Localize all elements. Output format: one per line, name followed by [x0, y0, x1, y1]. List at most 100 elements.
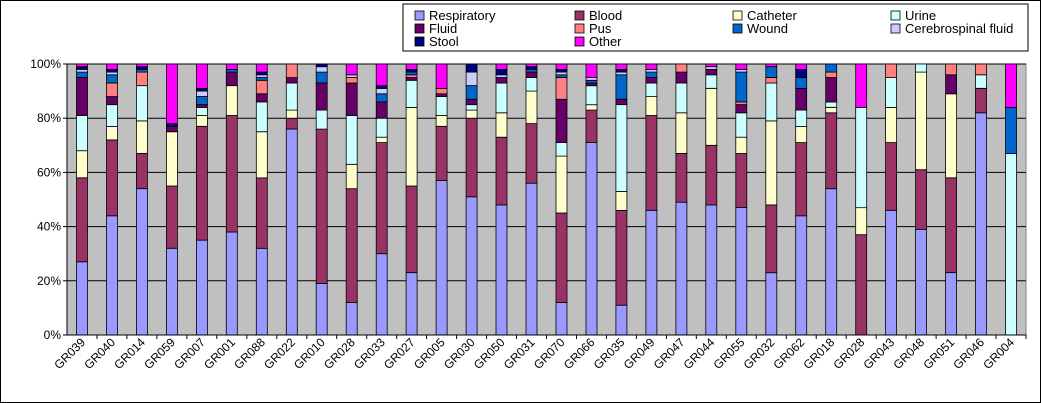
y-tick-label: 40%: [37, 220, 61, 234]
x-tick-label: GR031: [501, 335, 538, 372]
bar-segment-urine: [645, 82, 658, 98]
bar-segment-blood: [405, 185, 418, 273]
bar-segment-respiratory: [345, 302, 358, 336]
x-tick-label: GR004: [980, 335, 1017, 372]
bar-segment-cerebrospinal-fluid: [735, 69, 748, 73]
bar-segment-stool: [135, 66, 148, 70]
legend-label: Respiratory: [429, 8, 496, 23]
bar-segment-blood: [645, 115, 658, 211]
bar-segment-catheter: [735, 136, 748, 154]
bar-segment-respiratory: [555, 302, 568, 336]
bar-segment-urine: [106, 104, 118, 127]
bar-segment-cerebrospinal-fluid: [375, 88, 388, 95]
bar-segment-wound: [76, 71, 88, 78]
bar-segment-stool: [315, 63, 328, 68]
x-tick-label: GR001: [201, 335, 238, 372]
bar-segment-wound: [525, 69, 538, 73]
legend-item-cerebrospinal-fluid: Cerebrospinal fluid: [890, 21, 1013, 36]
bar-segment-respiratory: [76, 261, 88, 336]
bar-stack-gr018: [825, 63, 838, 336]
x-tick-label: GR028: [321, 335, 358, 372]
bar-segment-respiratory: [765, 272, 778, 336]
bar-segment-other: [795, 63, 808, 70]
bar-segment-catheter: [555, 155, 568, 214]
bar-segment-stool: [555, 69, 568, 73]
bar-segment-other: [405, 63, 418, 70]
bar-segment-stool: [405, 69, 418, 73]
bar-segment-catheter: [345, 163, 358, 190]
bar-segment-blood: [825, 112, 838, 190]
bar-segment-respiratory: [255, 247, 268, 336]
bar-segment-respiratory: [705, 204, 718, 336]
bar-segment-pus: [555, 77, 568, 100]
legend-item-pus: Pus: [574, 21, 612, 36]
bar-segment-pus: [135, 71, 148, 86]
bar-segment-other: [76, 63, 88, 68]
bar-segment-blood: [465, 117, 478, 198]
bar-segment-respiratory: [525, 182, 538, 336]
bar-segment-blood: [735, 152, 748, 208]
bar-segment-blood: [945, 177, 957, 274]
legend-swatch: [732, 23, 743, 34]
bar-segment-other: [165, 63, 178, 124]
bar-segment-catheter: [855, 207, 868, 236]
legend-swatch: [574, 10, 585, 21]
bar-segment-urine: [435, 96, 448, 116]
bar-segment-blood: [855, 234, 868, 336]
bar-segment-cerebrospinal-fluid: [585, 77, 598, 81]
bar-segment-blood: [435, 125, 448, 181]
legend-label: Pus: [589, 21, 612, 36]
bar-segment-catheter: [405, 107, 418, 187]
bar-segment-catheter: [885, 107, 897, 144]
bar-segment-blood: [345, 188, 358, 303]
bar-segment-other: [705, 63, 718, 68]
bar-segment-blood: [375, 142, 388, 255]
bar-stack-gr007: [195, 63, 208, 336]
x-tick-label: GR030: [441, 335, 478, 372]
bar-segment-respiratory: [885, 209, 897, 336]
bar-stack-gr055: [735, 63, 748, 336]
x-tick-label: GR040: [81, 335, 118, 372]
legend-item-catheter: Catheter: [732, 8, 798, 23]
bar-segment-other: [525, 63, 538, 68]
bar-segment-urine: [525, 77, 538, 92]
bar-segment-blood: [795, 142, 808, 217]
bar-segment-cerebrospinal-fluid: [106, 71, 118, 76]
bar-segment-pus: [885, 63, 897, 79]
bar-segment-fluid: [705, 69, 718, 76]
bar-segment-blood: [555, 212, 568, 303]
legend-swatch: [890, 10, 901, 21]
bar-segment-pus: [435, 88, 448, 95]
bar-segment-urine: [345, 115, 358, 165]
bar-segment-respiratory: [435, 180, 448, 336]
bar-segment-pus: [825, 71, 838, 78]
bar-stack-gr001: [225, 63, 238, 336]
bar-segment-cerebrospinal-fluid: [195, 90, 208, 97]
bar-segment-catheter: [465, 109, 478, 119]
bar-segment-catheter: [585, 104, 598, 111]
bar-stack-gr040: [106, 63, 118, 336]
x-tick-label: GR044: [681, 335, 718, 372]
x-tick-label: GR032: [741, 335, 778, 372]
bar-stack-gr010: [315, 63, 328, 336]
bar-segment-wound: [555, 74, 568, 78]
legend-label: Urine: [905, 8, 936, 23]
bar-stack-gr031: [525, 63, 538, 336]
bar-segment-cerebrospinal-fluid: [76, 69, 88, 73]
bar-stack-gr014: [135, 63, 148, 336]
legend-swatch: [414, 10, 425, 21]
bar-stack-gr028: [345, 63, 358, 336]
legend-label: Other: [589, 34, 622, 49]
y-tick-label: 100%: [30, 57, 61, 71]
bar-stack-gr066: [585, 63, 598, 336]
bar-segment-pus: [675, 63, 688, 73]
bar-segment-catheter: [645, 96, 658, 116]
bar-segment-respiratory: [315, 283, 328, 336]
bar-segment-catheter: [165, 131, 178, 187]
bar-segment-fluid: [375, 101, 388, 119]
bar-segment-other: [106, 63, 118, 70]
bar-segment-urine: [975, 74, 987, 89]
bar-segment-catheter: [825, 107, 838, 114]
bar-segment-respiratory: [645, 209, 658, 336]
